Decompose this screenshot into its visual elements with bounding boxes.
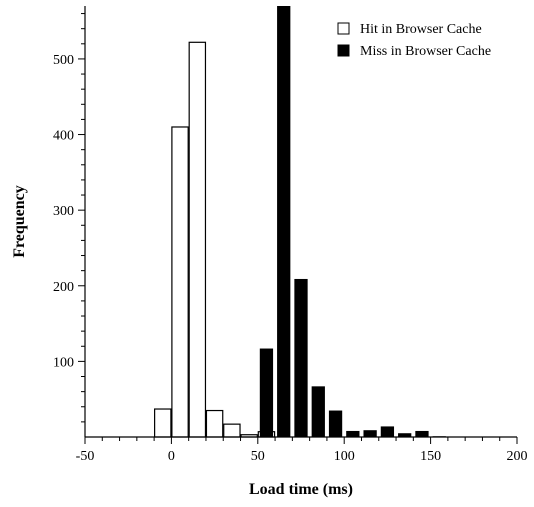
- x-tick-label: 100: [334, 449, 355, 464]
- x-tick-label: 150: [420, 449, 441, 464]
- bars-layer: [154, 6, 446, 438]
- hit-bar: [223, 423, 241, 438]
- miss-bar: [398, 433, 412, 437]
- miss-bar: [380, 426, 395, 437]
- miss-bar: [311, 386, 325, 437]
- miss-bar: [363, 430, 377, 437]
- miss-bar: [294, 278, 308, 437]
- axes-layer: -50 0 50 100 150 200 100 200 300 400 500: [53, 6, 528, 464]
- miss-bar: [328, 410, 343, 437]
- y-tick-label: 500: [53, 53, 74, 68]
- legend-label: Miss in Browser Cache: [360, 44, 491, 59]
- x-tick-label: 200: [507, 449, 528, 464]
- miss-bar: [415, 430, 429, 437]
- y-tick-label: 200: [53, 280, 74, 295]
- miss-bar: [259, 348, 274, 437]
- y-tick-label: 100: [53, 355, 74, 370]
- x-axis-title: Load time (ms): [249, 481, 353, 498]
- legend-swatch-hit: [337, 22, 350, 35]
- x-tick-label: 50: [251, 449, 265, 464]
- x-tick-label: -50: [76, 449, 95, 464]
- legend-label: Hit in Browser Cache: [360, 22, 482, 37]
- hit-bar: [154, 408, 172, 438]
- legend: Hit in Browser Cache Miss in Browser Cach…: [337, 22, 491, 59]
- miss-bar: [346, 430, 360, 437]
- legend-swatch-miss: [337, 44, 350, 57]
- hit-bar: [188, 41, 207, 438]
- y-tick-label: 300: [53, 204, 74, 219]
- y-axis-title: Frequency: [11, 185, 28, 258]
- x-tick-label: 0: [168, 449, 175, 464]
- y-tick-label: 400: [53, 129, 74, 144]
- hit-bar: [171, 126, 189, 438]
- miss-bar: [277, 6, 291, 437]
- hit-bar: [205, 409, 224, 438]
